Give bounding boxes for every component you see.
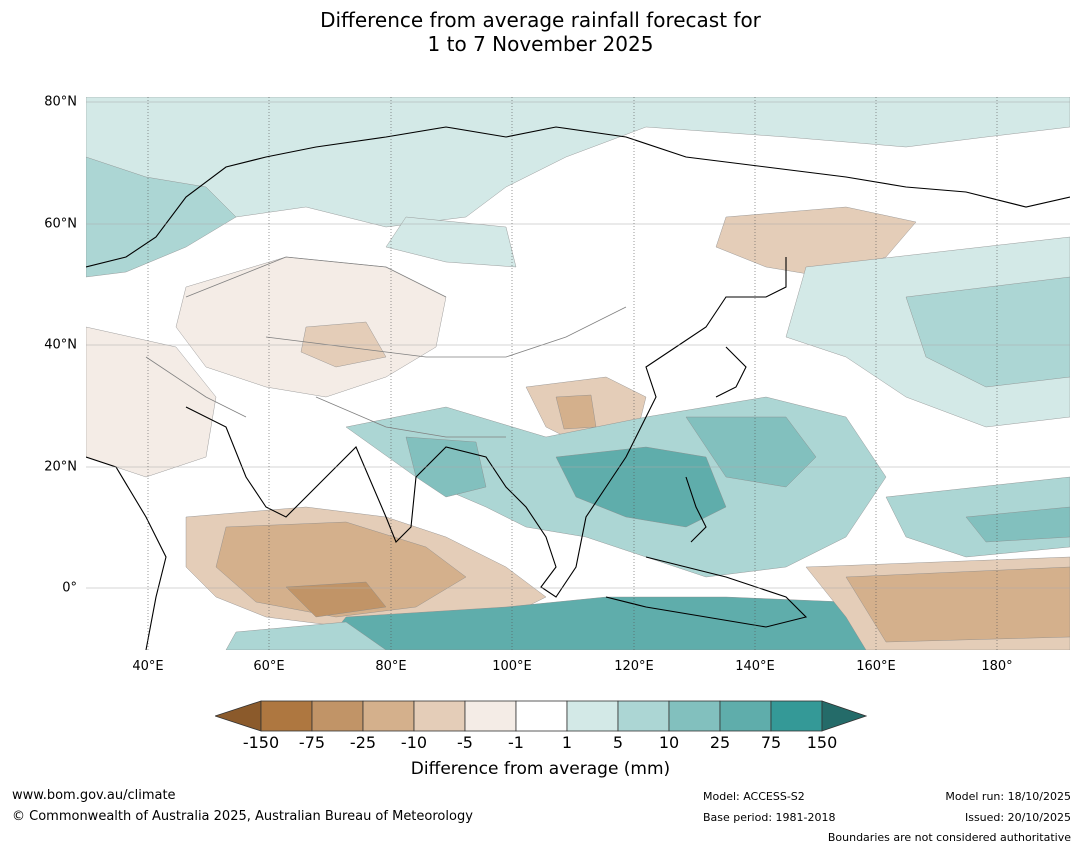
dry-region-indian-ocean-core [215, 521, 467, 618]
colorbar-extend-high [821, 700, 867, 732]
colorbar-tick: 25 [709, 733, 731, 752]
colorbar-bin-7 [566, 700, 619, 732]
rainfall-anomaly-map [86, 97, 1070, 650]
colorbar-tick: -25 [349, 733, 377, 752]
dry-region-tibet [300, 321, 387, 368]
colorbar-tick: -75 [298, 733, 326, 752]
lat-label-60n: 60°N [44, 216, 77, 232]
lat-label-40n: 40°N [44, 337, 77, 353]
colorbar-tick: 75 [760, 733, 782, 752]
dry-region-indian-ocean-peak [285, 581, 387, 618]
colorbar-bin-9 [668, 700, 721, 732]
map-title: Difference from average rainfall forecas… [0, 8, 1081, 56]
colorbar-bin-2 [311, 700, 364, 732]
gridlines [86, 97, 1070, 650]
colorbar-tick: 150 [806, 733, 838, 752]
dry-region-sw-pacific-core [845, 566, 1070, 643]
model-name: Model: ACCESS-S2 [703, 790, 805, 803]
lon-label-140e: 140°E [735, 659, 775, 674]
lat-label-80n: 80°N [44, 94, 77, 110]
dry-region-middle-east [86, 326, 217, 478]
colorbar-extend-low [215, 700, 262, 732]
lon-label-120e: 120°E [614, 659, 654, 674]
map-canvas [86, 97, 1070, 650]
title-line-2: 1 to 7 November 2025 [427, 32, 654, 56]
issued-date: Issued: 20/10/2025 [964, 811, 1071, 824]
lat-label-20n: 20°N [44, 459, 77, 475]
wet-region-west-pacific-edge [965, 506, 1070, 543]
colorbar-tick: -5 [457, 733, 473, 752]
copyright-text: © Commonwealth of Australia 2025, Austra… [12, 809, 473, 824]
colorbar-bin-11 [770, 700, 823, 732]
lat-label-0: 0° [62, 580, 77, 596]
colorbar-bin-8 [617, 700, 670, 732]
title-line-1: Difference from average rainfall forecas… [320, 8, 761, 32]
wet-region-north-pacific-core [905, 276, 1070, 388]
website-link[interactable]: www.bom.gov.au/climate [12, 788, 176, 803]
colorbar [215, 700, 867, 732]
lon-label-40e: 40°E [132, 659, 164, 674]
wet-region-south-band-light [225, 621, 387, 650]
colorbar-tick: 1 [561, 733, 573, 752]
lon-label-160e: 160°E [856, 659, 896, 674]
colorbar-bin-5 [464, 700, 517, 732]
coastlines [86, 126, 1070, 650]
colorbar-tick: -150 [242, 733, 280, 752]
colorbar-bin-10 [719, 700, 772, 732]
colorbar-bin-1 [260, 700, 313, 732]
lon-label-180: 180° [981, 659, 1013, 674]
base-period: Base period: 1981-2018 [703, 811, 836, 824]
colorbar-bin-4 [413, 700, 466, 732]
wet-region-ural [385, 216, 517, 268]
lon-label-100e: 100°E [492, 659, 532, 674]
model-run-date: Model run: 18/10/2025 [945, 790, 1071, 803]
colorbar-bin-6 [515, 700, 568, 732]
colorbar-title: Difference from average (mm) [410, 759, 671, 779]
colorbar-tick: 10 [658, 733, 680, 752]
borders [145, 256, 627, 438]
colorbar-tick: -10 [400, 733, 428, 752]
lon-label-60e: 60°E [253, 659, 285, 674]
colorbar-bin-3 [362, 700, 415, 732]
lon-label-80e: 80°E [375, 659, 407, 674]
boundaries-disclaimer: Boundaries are not considered authoritat… [827, 831, 1071, 844]
colorbar-tick: -1 [508, 733, 524, 752]
colorbar-tick: 5 [612, 733, 624, 752]
